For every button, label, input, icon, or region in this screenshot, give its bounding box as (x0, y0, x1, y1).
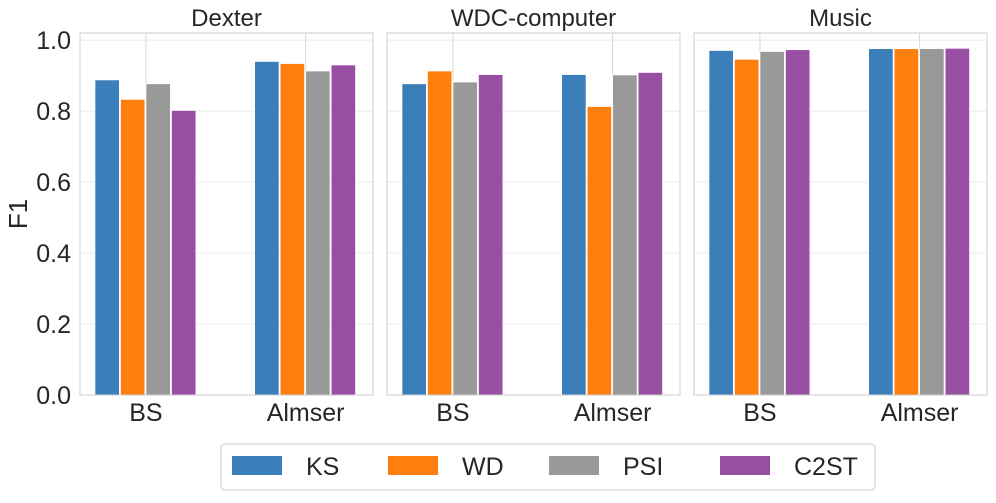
x-tick-label-music-bs: BS (743, 399, 776, 427)
bar-music-bs-c2st (785, 50, 810, 395)
y-tick-label-3: 0.6 (36, 169, 71, 197)
legend-swatch-ks (232, 456, 282, 475)
bar-music-bs-wd (734, 59, 759, 395)
bar-wdc-computer-bs-ks (402, 84, 427, 395)
x-tick-label-wdc-computer-almser: Almser (574, 399, 652, 427)
panel-title-wdc-computer: WDC-computer (451, 5, 616, 32)
legend-label-wd: WD (462, 453, 504, 481)
bar-music-bs-psi (760, 51, 785, 395)
bar-dexter-bs-c2st (171, 110, 196, 395)
legend-swatch-c2st (720, 456, 770, 475)
y-tick-label-1: 0.2 (36, 311, 71, 339)
bar-dexter-almser-psi (306, 71, 331, 395)
legend-swatch-wd (388, 456, 438, 475)
x-tick-label-wdc-computer-bs: BS (436, 399, 469, 427)
bar-wdc-computer-almser-ks (562, 75, 587, 395)
legend-label-c2st: C2ST (794, 453, 858, 481)
bar-dexter-almser-wd (280, 64, 305, 395)
bar-music-almser-ks (869, 49, 894, 395)
bar-dexter-bs-wd (120, 99, 144, 395)
bar-dexter-almser-c2st (331, 65, 356, 395)
bar-music-almser-psi (920, 49, 945, 395)
x-tick-label-dexter-almser: Almser (267, 399, 345, 427)
bar-music-bs-ks (709, 50, 734, 395)
x-tick-label-music-almser: Almser (881, 399, 959, 427)
legend-label-psi: PSI (623, 453, 663, 481)
panel-title-dexter: Dexter (191, 5, 262, 32)
bar-wdc-computer-bs-c2st (478, 75, 503, 395)
y-axis-label: F1 (3, 199, 33, 229)
bar-music-almser-c2st (945, 48, 970, 395)
bar-dexter-almser-ks (255, 61, 279, 395)
bar-dexter-bs-ks (95, 80, 120, 395)
bar-wdc-computer-almser-psi (613, 75, 638, 395)
legend-swatch-psi (549, 456, 599, 475)
bar-dexter-bs-psi (146, 84, 171, 395)
y-tick-label-5: 1.0 (36, 27, 71, 55)
bar-wdc-computer-bs-psi (453, 82, 478, 395)
y-tick-label-2: 0.4 (36, 240, 71, 268)
y-tick-label-0: 0.0 (36, 382, 71, 410)
y-tick-label-4: 0.8 (36, 98, 71, 126)
bar-wdc-computer-almser-wd (587, 106, 612, 395)
chart-figure: BS Almser Dexter BS Almser WDC-computer BS Alms… (0, 0, 996, 498)
bar-music-almser-wd (894, 49, 919, 395)
x-tick-label-dexter-bs: BS (129, 399, 162, 427)
bar-wdc-computer-bs-wd (427, 71, 452, 395)
legend-label-ks: KS (306, 453, 339, 481)
bar-wdc-computer-almser-c2st (638, 72, 663, 395)
chart-canvas: BS Almser Dexter BS Almser WDC-computer BS Alms… (0, 0, 996, 498)
panel-title-music: Music (809, 5, 872, 32)
